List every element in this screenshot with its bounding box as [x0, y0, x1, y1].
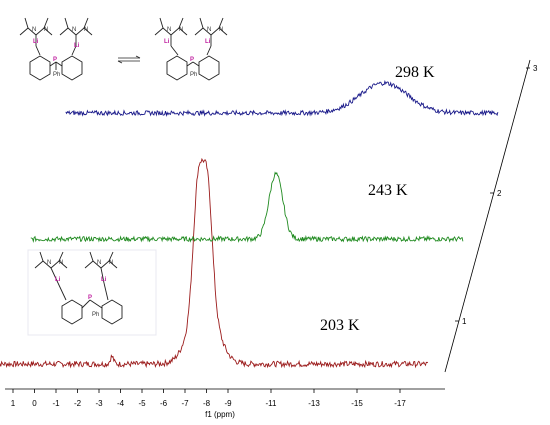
svg-text:Ph: Ph	[53, 72, 60, 78]
svg-text:N: N	[207, 27, 211, 33]
svg-text:N: N	[167, 27, 171, 33]
depth-axis	[444, 59, 531, 373]
svg-text:P: P	[53, 57, 57, 63]
x-tick-label: 1	[11, 399, 16, 408]
svg-text:N: N	[219, 27, 223, 33]
depth-tick-label-1: 1	[462, 317, 467, 326]
svg-text:Ph: Ph	[190, 72, 197, 78]
x-tick-label: -15	[351, 399, 363, 408]
svg-text:N: N	[84, 27, 88, 33]
x-tick-label: -9	[224, 399, 232, 408]
x-tick-label: -8	[203, 399, 211, 408]
x-axis-ticks: 1 0 -1 -2 -3 -4 -5 -6 -7 -8 -9 -11 -13 -15 -17	[11, 389, 406, 408]
x-tick-label: -7	[181, 399, 189, 408]
x-tick-label: -6	[160, 399, 168, 408]
depth-tick-2: 2	[490, 189, 502, 198]
molecule-top-left-labels: N N N N Li Li P Ph	[32, 27, 88, 78]
svg-text:Li: Li	[205, 39, 211, 45]
x-tick-label: 0	[32, 399, 37, 408]
depth-tick-1: 1	[455, 317, 467, 326]
molecule-top-right-labels: N N N N Li Li P Ph	[164, 27, 223, 78]
x-axis-title: f1 (ppm)	[205, 410, 235, 419]
depth-tick-3: 3	[526, 64, 538, 73]
svg-text:N: N	[32, 27, 36, 33]
svg-text:Li: Li	[101, 277, 107, 283]
molecule-inset	[34, 251, 123, 325]
depth-tick-label-3: 3	[533, 64, 538, 73]
svg-text:N: N	[179, 27, 183, 33]
depth-tick-label-2: 2	[497, 189, 502, 198]
svg-text:N: N	[72, 27, 76, 33]
inset-box	[27, 249, 157, 336]
svg-text:N: N	[97, 260, 101, 266]
svg-text:P: P	[88, 295, 92, 301]
x-tick-label: -11	[266, 399, 278, 408]
label-298k: 298 K	[395, 64, 435, 81]
molecule-inset-labels: N N N N Li Li P Ph	[47, 260, 113, 318]
svg-text:Ph: Ph	[92, 312, 99, 318]
spectrum-trace-203k	[0, 157, 429, 369]
label-243k: 243 K	[368, 182, 408, 199]
spectrum-trace-298k	[65, 79, 499, 117]
x-tick-label: -1	[52, 399, 60, 408]
molecule-top-right	[154, 17, 228, 81]
svg-text:N: N	[47, 260, 51, 266]
svg-text:Li: Li	[33, 39, 39, 45]
svg-text:Li: Li	[164, 39, 170, 45]
x-tick-label: -4	[117, 399, 125, 408]
equilibrium-arrow	[117, 55, 141, 64]
x-tick-label: -2	[74, 399, 82, 408]
spectra-group	[0, 79, 499, 369]
x-tick-label: -13	[308, 399, 320, 408]
svg-text:N: N	[109, 260, 113, 266]
svg-text:N: N	[44, 27, 48, 33]
x-tick-label: -3	[95, 399, 103, 408]
svg-text:Li: Li	[55, 277, 61, 283]
x-tick-label: -5	[138, 399, 146, 408]
svg-text:N: N	[59, 260, 63, 266]
svg-text:P: P	[190, 57, 194, 63]
spectrum-trace-243k	[30, 171, 464, 243]
label-203k: 203 K	[320, 317, 360, 334]
molecule-top-left	[19, 17, 93, 81]
svg-text:Li: Li	[74, 43, 80, 49]
x-tick-label: -17	[394, 399, 406, 408]
